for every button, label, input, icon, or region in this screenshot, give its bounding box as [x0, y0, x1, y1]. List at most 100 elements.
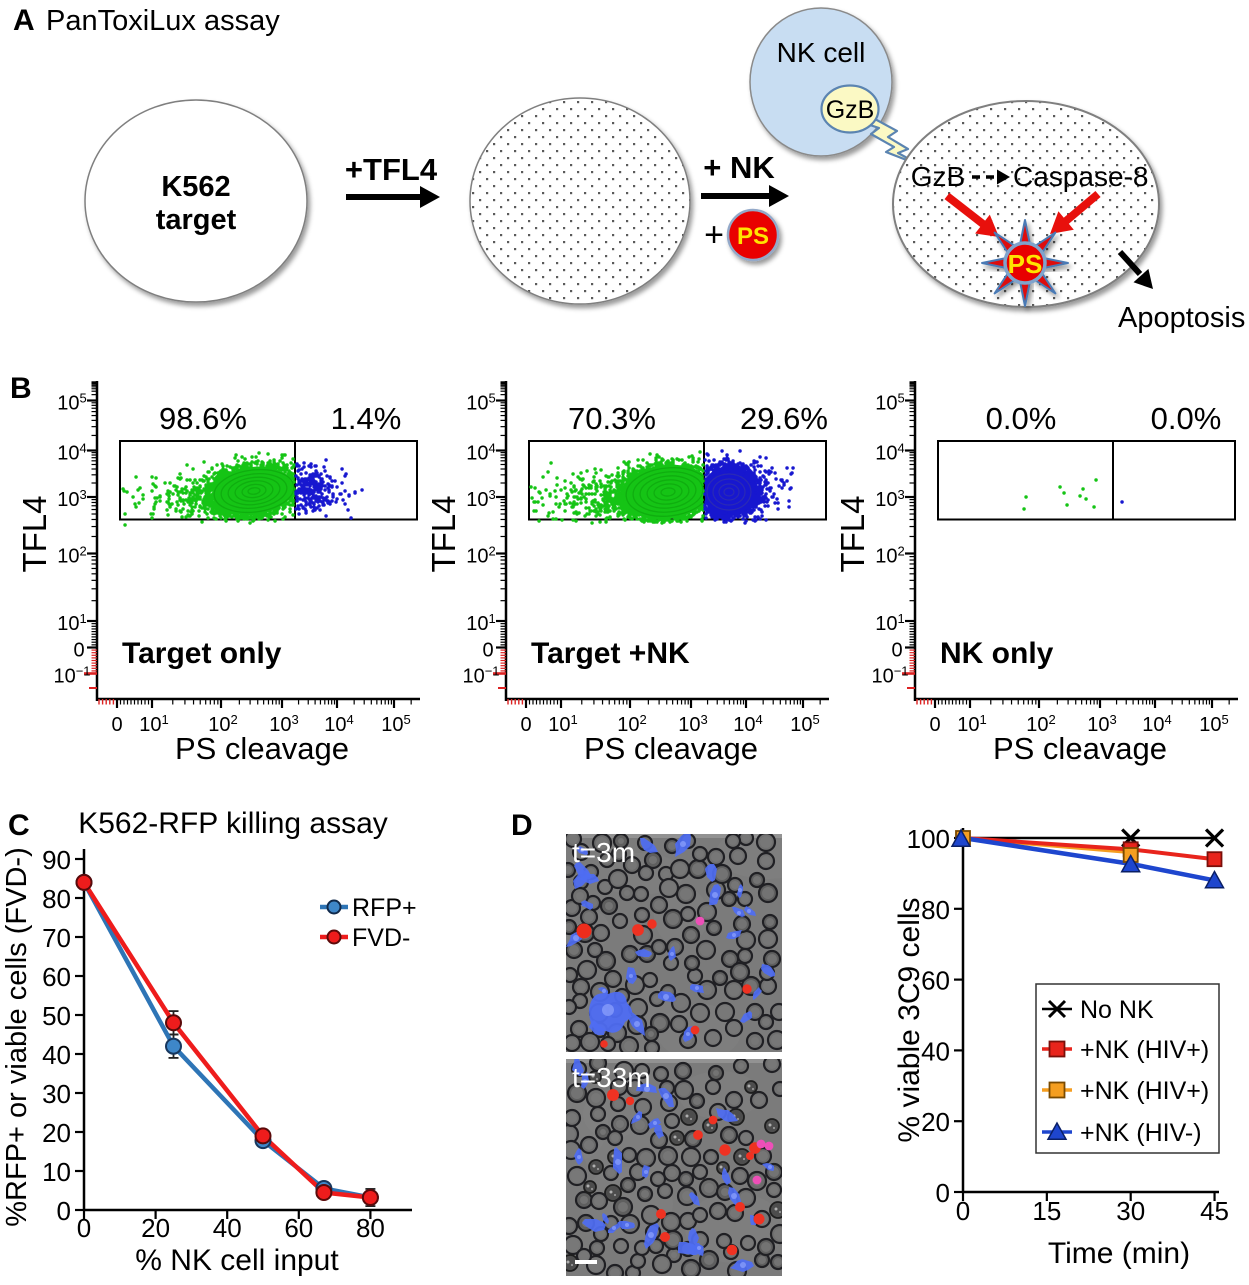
- svg-text:FVD-: FVD-: [352, 924, 410, 952]
- svg-text:100: 100: [907, 824, 950, 854]
- svg-text:101: 101: [548, 712, 577, 736]
- svg-text:No NK: No NK: [1080, 996, 1154, 1024]
- svg-text:PS cleavage: PS cleavage: [993, 731, 1167, 766]
- svg-text:20: 20: [141, 1213, 170, 1243]
- svg-text:0: 0: [936, 1178, 950, 1208]
- svg-text:C: C: [8, 809, 30, 842]
- svg-text:Target +NK: Target +NK: [531, 637, 690, 670]
- svg-text:102: 102: [466, 544, 495, 568]
- svg-text:%RFP+ or viable cells (FVD-): %RFP+ or viable cells (FVD-): [1, 847, 33, 1227]
- svg-text:103: 103: [57, 487, 86, 511]
- svg-text:29.6%: 29.6%: [740, 401, 828, 436]
- svg-text:20: 20: [42, 1118, 71, 1148]
- svg-text:101: 101: [875, 611, 904, 635]
- svg-text:104: 104: [57, 441, 86, 465]
- svg-text:60: 60: [921, 966, 950, 996]
- svg-text:104: 104: [466, 441, 495, 465]
- svg-text:105: 105: [57, 391, 86, 415]
- svg-text:105: 105: [790, 712, 819, 736]
- svg-text:30: 30: [1116, 1196, 1145, 1226]
- svg-text:% viable 3C9 cells: % viable 3C9 cells: [893, 897, 926, 1142]
- svg-text:10−1: 10−1: [871, 664, 908, 688]
- svg-text:PS: PS: [1008, 249, 1043, 279]
- svg-text:PS cleavage: PS cleavage: [584, 731, 758, 766]
- svg-text:0: 0: [73, 640, 84, 662]
- svg-text:+NK (HIV+): +NK (HIV+): [1080, 1036, 1209, 1064]
- svg-text:60: 60: [42, 962, 71, 992]
- svg-text:Caspase-8: Caspase-8: [1013, 161, 1148, 192]
- svg-text:10−1: 10−1: [53, 664, 90, 688]
- svg-text:D: D: [511, 809, 533, 842]
- svg-text:0.0%: 0.0%: [986, 401, 1057, 436]
- svg-text:98.6%: 98.6%: [159, 401, 247, 436]
- svg-text:TFL4: TFL4: [16, 495, 53, 572]
- svg-text:45: 45: [1200, 1196, 1229, 1226]
- svg-text:PanToxiLux assay: PanToxiLux assay: [46, 5, 280, 37]
- svg-text:B: B: [10, 372, 32, 405]
- svg-text:+NK (HIV+): +NK (HIV+): [1080, 1077, 1209, 1105]
- svg-text:80: 80: [42, 884, 71, 914]
- svg-text:40: 40: [42, 1040, 71, 1070]
- svg-text:60: 60: [284, 1213, 313, 1243]
- svg-text:80: 80: [921, 895, 950, 925]
- svg-text:0: 0: [520, 714, 531, 736]
- svg-text:101: 101: [957, 712, 986, 736]
- svg-text:NK only: NK only: [940, 637, 1054, 670]
- svg-text:Target only: Target only: [122, 637, 282, 670]
- svg-text:102: 102: [57, 544, 86, 568]
- svg-text:PS: PS: [737, 223, 769, 250]
- svg-text:TFL4: TFL4: [425, 495, 462, 572]
- svg-text:0: 0: [956, 1196, 970, 1226]
- svg-text:Apoptosis: Apoptosis: [1118, 302, 1245, 334]
- svg-text:70.3%: 70.3%: [568, 401, 656, 436]
- svg-text:50: 50: [42, 1001, 71, 1031]
- svg-text:t=33m: t=33m: [572, 1062, 651, 1093]
- svg-text:10: 10: [42, 1157, 71, 1187]
- svg-text:40: 40: [921, 1036, 950, 1066]
- svg-text:1.4%: 1.4%: [331, 401, 402, 436]
- svg-text:0.0%: 0.0%: [1151, 401, 1222, 436]
- svg-text:104: 104: [875, 441, 904, 465]
- svg-text:target: target: [156, 204, 237, 236]
- svg-text:101: 101: [57, 611, 86, 635]
- svg-text:0: 0: [57, 1196, 71, 1226]
- svg-text:+ NK: + NK: [703, 150, 775, 185]
- svg-text:105: 105: [381, 712, 410, 736]
- svg-text:0: 0: [111, 714, 122, 736]
- svg-text:10−1: 10−1: [462, 664, 499, 688]
- svg-text:Time (min): Time (min): [1048, 1237, 1190, 1270]
- svg-text:0: 0: [482, 640, 493, 662]
- svg-text:+TFL4: +TFL4: [345, 152, 438, 187]
- svg-text:30: 30: [42, 1079, 71, 1109]
- svg-text:101: 101: [466, 611, 495, 635]
- svg-text:101: 101: [139, 712, 168, 736]
- svg-text:TFL4: TFL4: [834, 495, 871, 572]
- svg-text:40: 40: [213, 1213, 242, 1243]
- svg-text:90: 90: [42, 845, 71, 875]
- svg-text:NK cell: NK cell: [777, 37, 866, 68]
- svg-text:15: 15: [1032, 1196, 1061, 1226]
- svg-text:K562: K562: [161, 171, 230, 203]
- svg-text:0: 0: [77, 1213, 91, 1243]
- svg-text:105: 105: [1199, 712, 1228, 736]
- svg-text:GzB: GzB: [826, 96, 875, 124]
- svg-text:K562-RFP killing assay: K562-RFP killing assay: [78, 807, 388, 840]
- svg-text:20: 20: [921, 1107, 950, 1137]
- svg-text:PS cleavage: PS cleavage: [175, 731, 349, 766]
- svg-text:% NK cell input: % NK cell input: [135, 1244, 339, 1277]
- svg-text:105: 105: [875, 391, 904, 415]
- svg-text:0: 0: [929, 714, 940, 736]
- svg-text:GzB: GzB: [911, 161, 965, 192]
- svg-text:104: 104: [324, 712, 353, 736]
- svg-text:A: A: [13, 4, 35, 37]
- svg-text:103: 103: [466, 487, 495, 511]
- svg-text:t=3m: t=3m: [572, 837, 635, 868]
- svg-text:+: +: [704, 216, 724, 254]
- svg-text:105: 105: [466, 391, 495, 415]
- svg-text:RFP+: RFP+: [352, 894, 417, 922]
- svg-text:70: 70: [42, 923, 71, 953]
- svg-text:0: 0: [891, 640, 902, 662]
- svg-text:+NK (HIV-): +NK (HIV-): [1080, 1119, 1202, 1147]
- svg-text:103: 103: [875, 487, 904, 511]
- svg-text:80: 80: [356, 1213, 385, 1243]
